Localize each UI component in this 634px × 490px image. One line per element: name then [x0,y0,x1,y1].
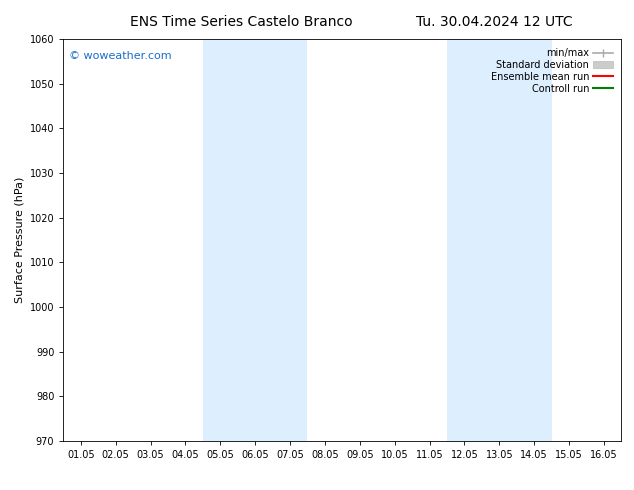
Bar [203,39,307,441]
Text: Tu. 30.04.2024 12 UTC: Tu. 30.04.2024 12 UTC [416,15,573,29]
Y-axis label: Surface Pressure (hPa): Surface Pressure (hPa) [14,177,24,303]
Text: © woweather.com: © woweather.com [69,51,172,61]
Bar [447,39,552,441]
Legend: min/max, Standard deviation, Ensemble mean run, Controll run: min/max, Standard deviation, Ensemble me… [487,44,616,98]
Text: ENS Time Series Castelo Branco: ENS Time Series Castelo Branco [129,15,353,29]
